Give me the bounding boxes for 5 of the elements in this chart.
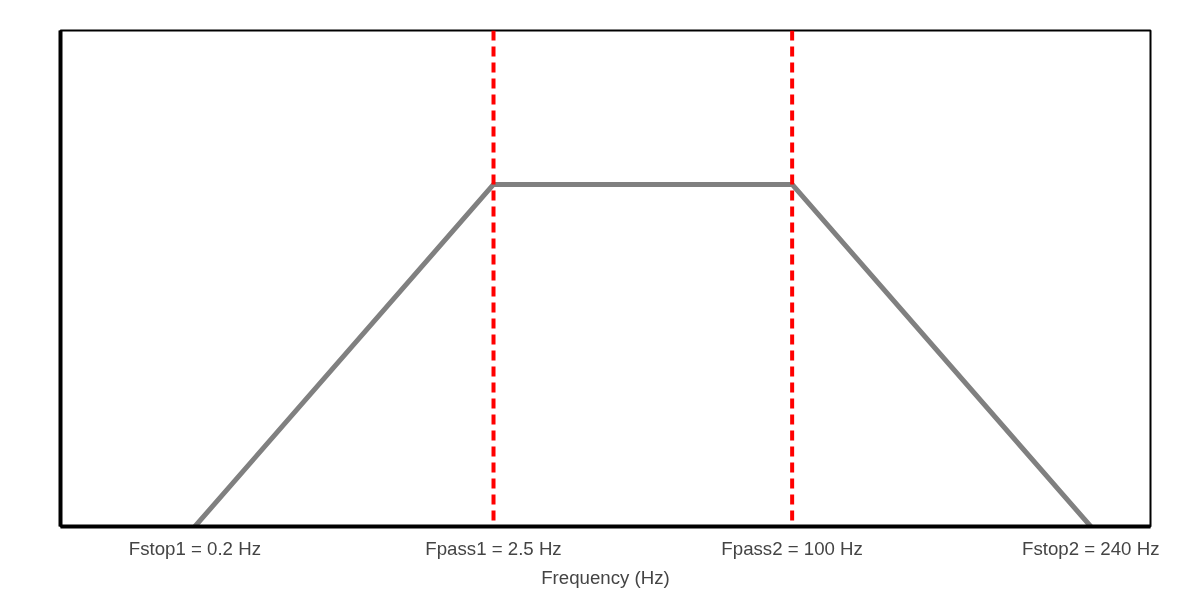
x-tick-label: Fpass1 = 2.5 Hz — [425, 537, 562, 559]
x-tick-label: Fstop1 = 0.2 Hz — [128, 537, 261, 559]
x-tick-label: Fpass2 = 100 Hz — [721, 537, 863, 559]
x-axis-title: Frequency (Hz) — [541, 566, 670, 588]
x-tick-label: Fstop2 = 240 Hz — [1022, 537, 1160, 559]
